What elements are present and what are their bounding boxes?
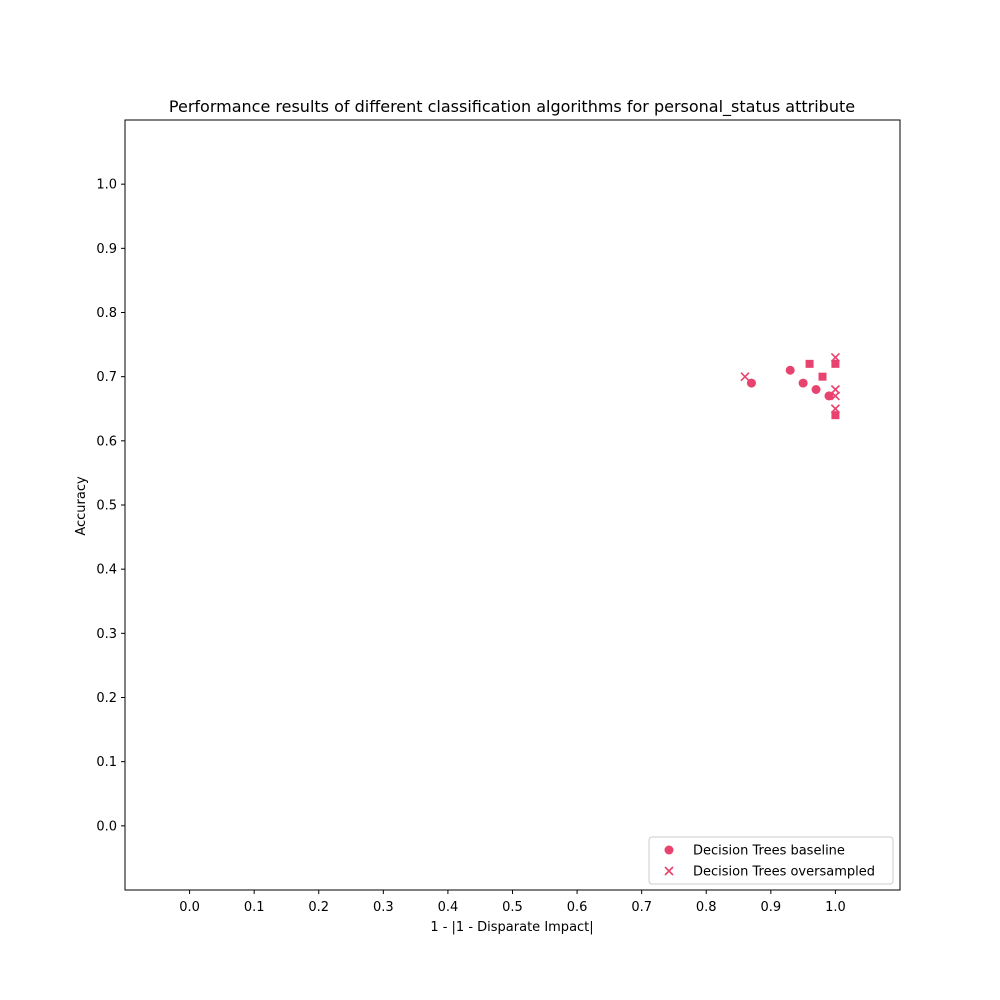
x-tick-label: 0.7 (631, 900, 652, 915)
y-tick-label: 0.8 (96, 306, 117, 321)
chart-title: Performance results of different classif… (169, 97, 855, 117)
y-tick-label: 0.1 (96, 755, 117, 770)
y-tick-label: 0.5 (96, 499, 117, 514)
circle-data-point (811, 385, 821, 394)
series-square (805, 359, 840, 420)
legend-label: Decision Trees oversampled (693, 865, 875, 880)
y-tick-label: 0.2 (96, 691, 117, 706)
circle-data-point (798, 378, 808, 388)
x-tick-label: 0.9 (760, 900, 781, 915)
x-tick-label: 0.3 (373, 900, 394, 915)
x-tick-label: 0.0 (179, 900, 200, 915)
x-axis-label: 1 - |1 - Disparate Impact| (430, 920, 593, 935)
legend-label: Decision Trees baseline (693, 844, 845, 859)
x-tick-label: 0.8 (696, 900, 717, 915)
x-tick-label: 1.0 (825, 900, 846, 915)
y-tick-label: 0.7 (96, 370, 117, 385)
circle-data-point (746, 378, 756, 388)
y-tick-label: 1.0 (96, 178, 117, 193)
y-tick-label: 0.0 (96, 819, 117, 834)
square-data-point (831, 411, 840, 420)
legend-box (648, 836, 894, 885)
x-tick-label: 0.1 (244, 900, 265, 915)
square-data-point (818, 372, 827, 381)
legend-marker-x (664, 866, 674, 876)
y-axis-label: Accuracy (74, 476, 89, 536)
circle-data-point (785, 365, 795, 375)
square-data-point (805, 359, 814, 368)
x-tick-label: 0.6 (567, 900, 588, 915)
x-data-point (740, 372, 750, 382)
legend-marker-circle (664, 845, 674, 855)
legend: Decision Trees baseline Decision Trees ov… (648, 836, 894, 885)
x-tick-label: 0.5 (502, 900, 523, 915)
series-circle (746, 365, 834, 401)
square-data-point (831, 359, 840, 368)
x-data-point (830, 391, 840, 401)
y-tick-label: 0.4 (96, 563, 117, 578)
y-tick-label: 0.3 (96, 627, 117, 642)
x-tick-label: 0.4 (438, 900, 459, 915)
y-tick-label: 0.6 (96, 434, 117, 449)
y-tick-label: 0.9 (96, 242, 117, 257)
x-tick-label: 0.2 (308, 900, 329, 915)
circle-data-point (824, 391, 834, 401)
y-axis: 0.0 0.1 0.2 0.3 0.4 0.5 0.6 0.7 0.8 0.9 1.0 (96, 178, 125, 834)
x-axis: 0.0 0.1 0.2 0.3 0.4 0.5 0.6 0.7 0.8 0.9 1.0 (179, 890, 846, 915)
